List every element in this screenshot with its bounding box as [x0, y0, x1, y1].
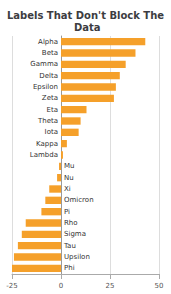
svg-text:Labels That Don't Block The: Labels That Don't Block The — [7, 10, 164, 21]
svg-text:Data: Data — [70, 22, 100, 33]
svg-text:Phi: Phi — [64, 264, 75, 272]
svg-text:Sigma: Sigma — [64, 230, 86, 238]
svg-text:Tau: Tau — [63, 242, 76, 250]
svg-text:Delta: Delta — [39, 72, 58, 80]
svg-text:0: 0 — [59, 282, 63, 290]
svg-text:Iota: Iota — [45, 128, 58, 136]
svg-text:Eta: Eta — [47, 106, 58, 114]
svg-text:Pi: Pi — [64, 208, 70, 216]
svg-text:Lambda: Lambda — [30, 151, 58, 159]
svg-text:Xi: Xi — [64, 185, 71, 193]
svg-text:25: 25 — [106, 282, 115, 290]
svg-text:Beta: Beta — [42, 49, 58, 57]
svg-text:Gamma: Gamma — [30, 60, 58, 68]
svg-text:Kappa: Kappa — [36, 140, 58, 148]
svg-text:Zeta: Zeta — [42, 94, 58, 102]
svg-text:Nu: Nu — [64, 174, 74, 182]
svg-text:Upsilon: Upsilon — [64, 253, 90, 261]
svg-text:Rho: Rho — [64, 219, 78, 227]
svg-text:50: 50 — [155, 282, 164, 290]
svg-text:Alpha: Alpha — [38, 38, 58, 46]
svg-text:Omicron: Omicron — [64, 196, 94, 204]
svg-text:Epsilon: Epsilon — [33, 83, 58, 91]
svg-text:Mu: Mu — [64, 162, 74, 170]
svg-text:Theta: Theta — [37, 117, 58, 125]
svg-text:-25: -25 — [6, 282, 17, 290]
